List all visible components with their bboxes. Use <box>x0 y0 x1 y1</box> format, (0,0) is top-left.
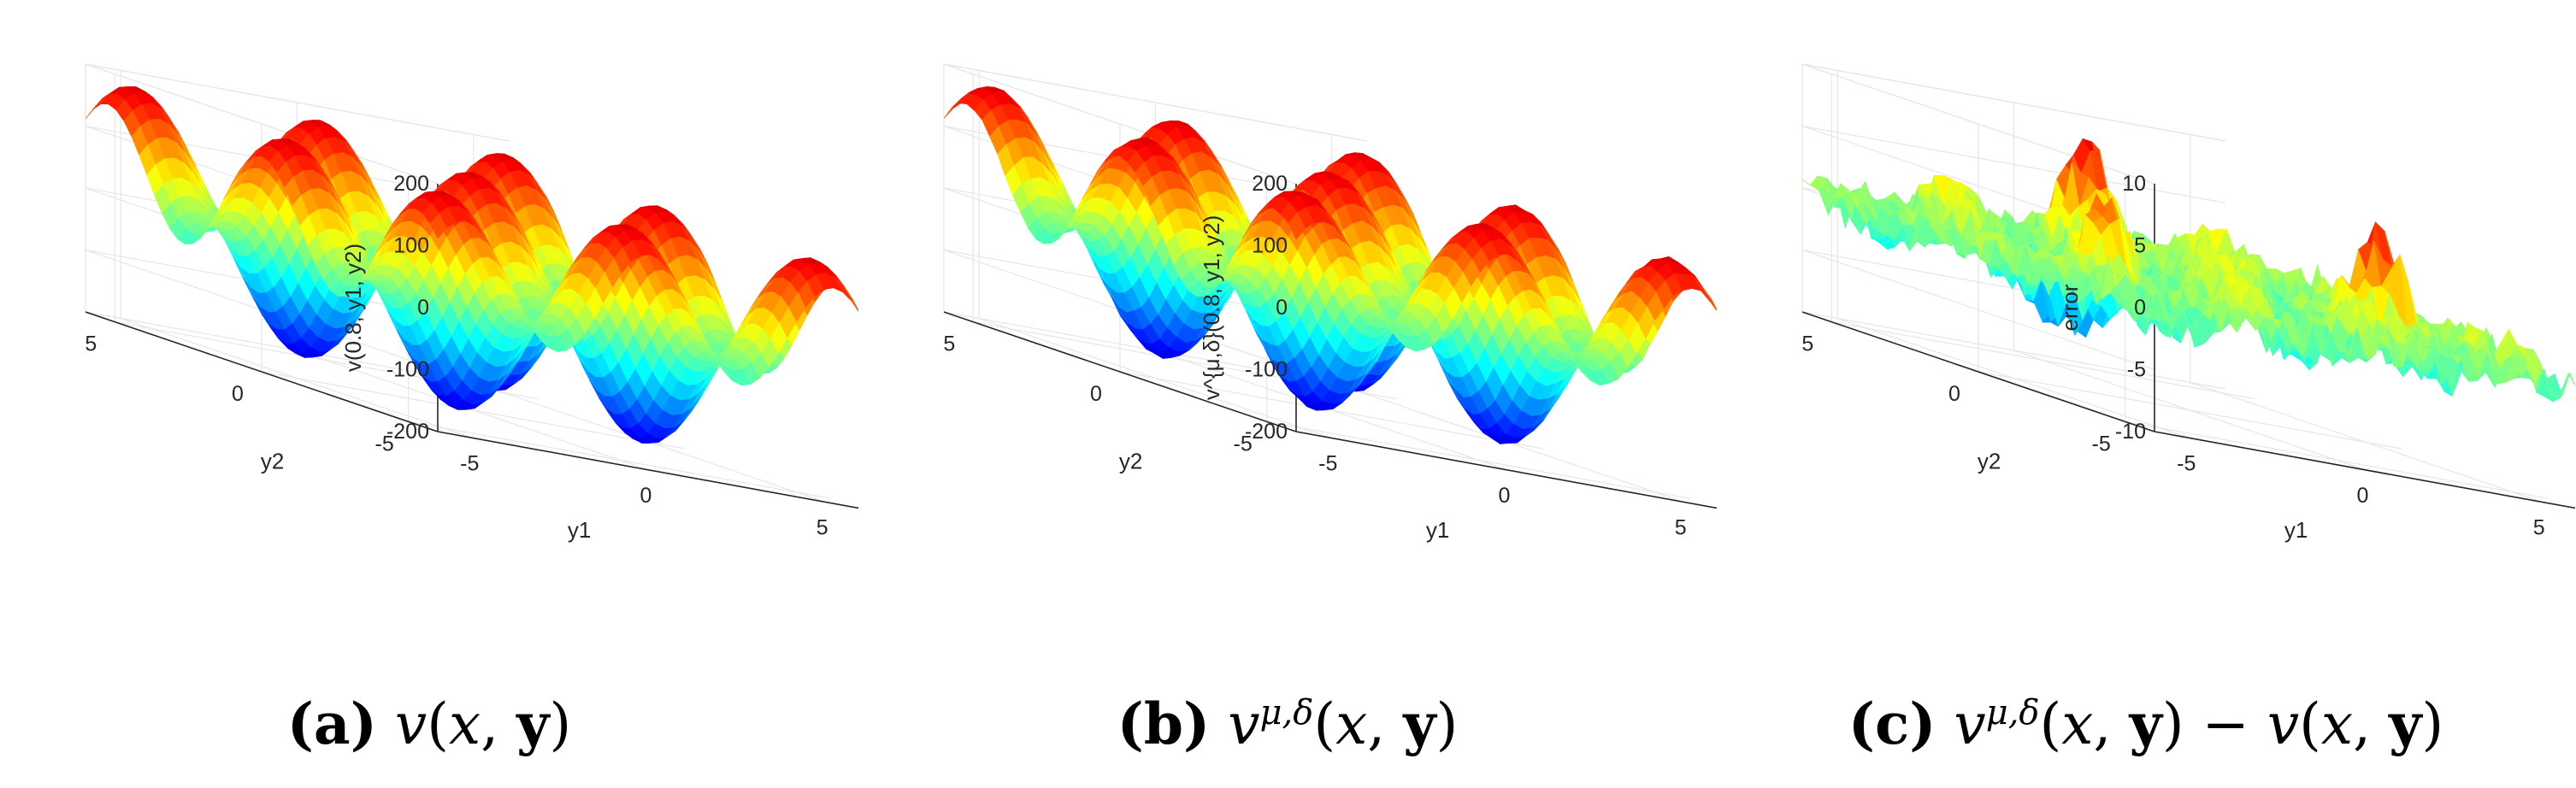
panel-a: -200 -100 0 100 200 -5 0 5 -5 0 5 y1 y2 v(0.8, y1, y2… <box>0 0 858 788</box>
y-tick-label: 5 <box>943 332 955 356</box>
surface-mesh <box>943 86 1717 444</box>
surface-plot-a: -200 -100 0 100 200 -5 0 5 -5 0 5 y1 y2 v(0.8, y1, y2… <box>85 63 858 543</box>
z-tick-label: -10 <box>2115 420 2146 444</box>
x-axis-label: y1 <box>1426 517 1449 543</box>
z-tick-label: -5 <box>2127 358 2146 382</box>
tick-labels: -200 -100 0 100 200 -5 0 5 -5 0 5 <box>943 172 1686 540</box>
z-tick-label: -200 <box>1245 420 1288 444</box>
y-tick-label: 5 <box>1801 332 1813 356</box>
y-tick-label: 5 <box>85 332 97 356</box>
y-tick-label: 0 <box>1090 382 1102 406</box>
y-axis-label: y2 <box>1978 448 2001 473</box>
z-tick-label: -200 <box>386 420 429 444</box>
x-tick-label: -5 <box>460 452 479 476</box>
y-axis-label: y2 <box>1119 448 1142 473</box>
x-axis-label: y1 <box>568 517 591 543</box>
caption-a-letter: (a) <box>286 691 377 757</box>
z-tick-label: -100 <box>1245 358 1288 382</box>
caption-b-letter: (b) <box>1117 691 1211 757</box>
z-axis-label: v^{μ,δ}(0.8, y1, y2) <box>1199 215 1224 401</box>
x-tick-label: 5 <box>2533 516 2545 540</box>
y-tick-label: -5 <box>2092 432 2111 456</box>
z-tick-label: 100 <box>393 234 429 258</box>
x-tick-label: 5 <box>816 516 828 540</box>
z-axis-label: v(0.8, y1, y2) <box>340 244 366 372</box>
z-axis-label: error <box>2057 284 2083 331</box>
caption-b: (b) vμ,δ(x, y) <box>1117 691 1459 757</box>
surface-plot-b: -200 -100 0 100 200 -5 0 5 -5 0 5 y1 y2 v^{μ,δ}(0.8, … <box>943 63 1717 543</box>
surface-mesh <box>85 86 858 444</box>
z-tick-label: 200 <box>393 172 429 196</box>
y-tick-label: 0 <box>232 382 244 406</box>
z-tick-label: -100 <box>386 358 429 382</box>
caption-c: (c) vμ,δ(x, y) − v(x, y) <box>1848 691 2444 757</box>
z-tick-label: 0 <box>2134 296 2146 320</box>
z-tick-label: 100 <box>1252 234 1288 258</box>
y-tick-label: -5 <box>375 432 394 456</box>
x-tick-label: 0 <box>640 484 652 508</box>
tick-labels: -200 -100 0 100 200 -5 0 5 -5 0 5 <box>85 172 828 540</box>
y-tick-label: -5 <box>1234 432 1253 456</box>
panel-b: -200 -100 0 100 200 -5 0 5 -5 0 5 y1 y2 v^{μ,δ}(0.8, … <box>858 0 1717 788</box>
z-tick-label: 200 <box>1252 172 1288 196</box>
z-tick-label: 0 <box>417 296 429 320</box>
caption-a: (a) v(x, y) <box>286 691 572 757</box>
x-tick-label: 5 <box>1675 516 1687 540</box>
caption-c-letter: (c) <box>1848 691 1936 757</box>
z-tick-label: 5 <box>2134 234 2146 258</box>
x-axis-label: y1 <box>2284 517 2308 543</box>
x-tick-label: -5 <box>1318 452 1337 476</box>
z-tick-label: 0 <box>1276 296 1288 320</box>
z-tick-label: 10 <box>2122 172 2146 196</box>
x-tick-label: -5 <box>2177 452 2196 476</box>
x-tick-label: 0 <box>1499 484 1511 508</box>
y-tick-label: 0 <box>1948 382 1960 406</box>
surface-mesh <box>1801 138 2575 403</box>
panel-c: -10 -5 0 5 10 -5 0 5 -5 0 5 y1 y2 error (c) vμ,δ(x, y… <box>1717 0 2575 788</box>
x-tick-label: 0 <box>2357 484 2369 508</box>
y-axis-label: y2 <box>261 448 284 473</box>
